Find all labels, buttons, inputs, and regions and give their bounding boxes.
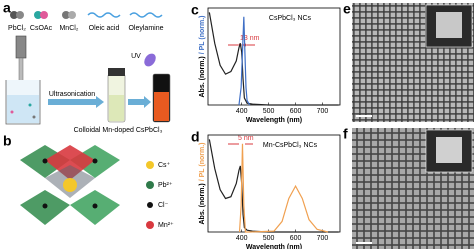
reagent: Oleylamine [128, 25, 163, 32]
legend-label: Pb²⁺ [158, 182, 173, 189]
panel-b: b Cs⁺ Pb²⁺ Cl⁻ Mn²⁺ [3, 133, 174, 229]
panel-label: f [343, 126, 348, 142]
y-label-pl: / PL (norm.) [199, 16, 206, 55]
line-series [238, 16, 251, 106]
x-tick-label: 600 [290, 108, 302, 115]
annotation: 5 nm [238, 135, 254, 142]
panel-label: b [3, 133, 12, 149]
panel-label: d [191, 129, 200, 145]
process-label: Ultrasonication [49, 91, 95, 98]
y-label-abs: Abs. (norm.) [199, 56, 206, 97]
x-tick-label: 600 [290, 235, 302, 242]
x-tick-label: 500 [263, 108, 275, 115]
panel-a: a PbCl₂ CsOAc MnCl₂ Oleic acid Oleylamin… [3, 0, 171, 134]
y-label-abs: Abs. (norm.) [199, 183, 206, 224]
x-axis-label: Wavelength (nm) [246, 244, 302, 249]
x-tick-label: 400 [236, 108, 248, 115]
y-axis-label: Abs. (norm.)/ PL (norm.) [199, 16, 206, 98]
plot-frame [207, 134, 341, 233]
x-tick-label: 400 [236, 235, 248, 242]
legend-label: Mn²⁺ [158, 222, 174, 229]
uv-label: UV [131, 53, 141, 60]
line-series [238, 143, 329, 233]
plot-frame [207, 7, 341, 106]
x-tick-label: 700 [317, 108, 329, 115]
line-series [208, 139, 339, 233]
y-axis-label: Abs. (norm.)/ PL (norm.) [199, 143, 206, 225]
legend-label: Cl⁻ [158, 202, 169, 209]
y-label-pl: / PL (norm.) [199, 143, 206, 182]
caption: Colloidal Mn-doped CsPbCl₃ [74, 127, 163, 134]
reagent: CsOAc [30, 25, 53, 32]
panel-label: e [343, 1, 351, 17]
chart-title: Mn-CsPbCl₃ NCs [263, 142, 318, 149]
panel-label: a [3, 0, 11, 16]
legend-label: Cs⁺ [158, 162, 171, 169]
panel-label: c [191, 2, 199, 18]
reagent: MnCl₂ [59, 25, 78, 32]
panel-e: e [343, 1, 474, 122]
reagent: Oleic acid [89, 25, 120, 32]
x-tick-label: 500 [263, 235, 275, 242]
x-tick-label: 700 [317, 235, 329, 242]
chart-title: CsPbCl₃ NCs [269, 15, 312, 22]
reagent: PbCl₂ [8, 25, 26, 32]
annotation: 13 nm [240, 35, 260, 42]
line-series [208, 12, 339, 106]
panel-f: f [343, 126, 474, 249]
x-axis-label: Wavelength (nm) [246, 117, 302, 124]
